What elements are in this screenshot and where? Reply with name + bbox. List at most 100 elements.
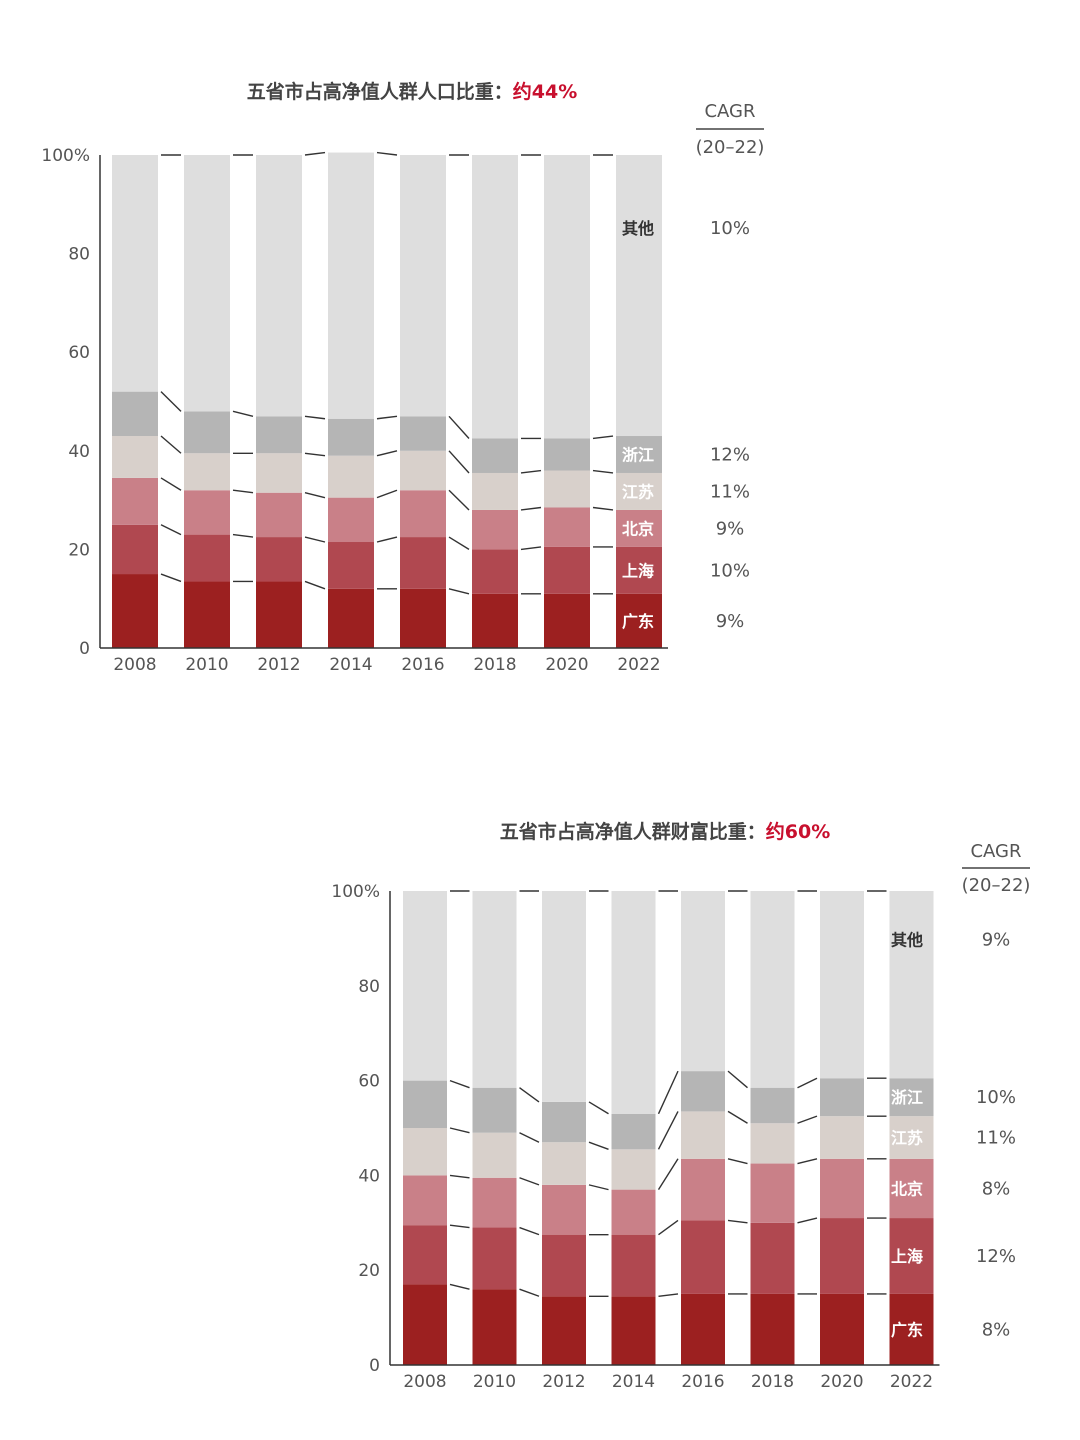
bar-segment: [750, 1222, 795, 1294]
y-tick-label: 20: [68, 540, 90, 560]
cagr-value: 12%: [976, 1246, 1016, 1267]
bar-segment: [611, 1234, 656, 1297]
x-tick-label: 2014: [612, 1372, 655, 1392]
y-tick-label: 60: [68, 343, 90, 363]
segment-connector: [592, 506, 614, 511]
bar-segment: [544, 507, 590, 547]
bar-segment: [472, 1227, 517, 1290]
bar-segment: [616, 593, 662, 648]
y-tick-label: 100%: [331, 882, 380, 902]
segment-connector: [592, 435, 614, 440]
segment-label: 北京: [891, 1179, 923, 1198]
segment-connector: [232, 533, 254, 538]
bar-segment: [750, 891, 795, 1088]
bar-segment: [328, 455, 374, 498]
bar-segment: [681, 1111, 725, 1159]
x-tick-label: 2014: [329, 655, 372, 675]
x-tick-label: 2016: [401, 655, 444, 675]
bar-segment: [542, 1234, 586, 1297]
bar-segment: [184, 155, 230, 412]
x-tick-label: 2016: [681, 1372, 724, 1392]
bar-segment: [328, 152, 374, 419]
bar-segment: [256, 492, 302, 538]
cagr-value: 10%: [710, 560, 750, 581]
bar-segment: [403, 891, 447, 1081]
cagr-period: (20–22): [696, 137, 765, 158]
segment-connector: [797, 1158, 818, 1165]
cagr-value: 9%: [982, 930, 1011, 951]
bar-segment: [472, 472, 518, 510]
segment-connector: [797, 1217, 818, 1224]
chart-title-main: 五省市占高净值人群人口比重：: [247, 80, 513, 103]
segment-connector: [519, 1132, 540, 1143]
bar-segment: [616, 472, 662, 510]
bar-segment: [403, 1225, 447, 1285]
segment-connector: [304, 415, 326, 420]
segment-label: 上海: [622, 561, 654, 580]
bar-segment: [112, 391, 158, 437]
segment-connector: [520, 469, 542, 474]
segment-connector: [520, 546, 542, 551]
bar-segment: [750, 1087, 795, 1124]
cagr-value: 9%: [716, 611, 745, 632]
segment-connector: [160, 435, 182, 454]
bar-segment: [820, 1158, 864, 1219]
bar-segment: [403, 1284, 447, 1365]
segment-connector: [658, 1219, 679, 1236]
bar-segment: [403, 1175, 447, 1226]
bar-segment: [889, 1158, 934, 1219]
segment-label: 北京: [622, 519, 654, 538]
segment-label: 浙江: [622, 445, 654, 464]
x-tick-label: 2018: [473, 655, 516, 675]
segment-label: 广东: [891, 1320, 923, 1339]
bar-segment: [400, 490, 446, 538]
y-tick-label: 80: [358, 977, 380, 997]
x-tick-label: 2012: [257, 655, 300, 675]
x-tick-label: 2012: [542, 1372, 585, 1392]
segment-connector: [727, 1070, 748, 1089]
x-tick-label: 2008: [113, 655, 156, 675]
bar-segment: [184, 534, 230, 582]
x-tick-label: 2008: [403, 1372, 446, 1392]
segment-connector: [232, 410, 254, 417]
chart-title-main: 五省市占高净值人群财富比重：: [500, 820, 766, 843]
bar-segment: [184, 453, 230, 491]
wealth-share-chart: 五省市占高净值人群财富比重：约60% CAGR (20–22) 0 20 40 60 80 10…: [331, 820, 1030, 1392]
segment-connector: [448, 450, 470, 474]
bar-segment: [112, 155, 158, 392]
segment-connector: [727, 1158, 748, 1165]
bar-segment: [889, 1293, 934, 1365]
x-tick-label: 2022: [890, 1372, 933, 1392]
segment-connector: [449, 1224, 470, 1229]
bar-segment: [889, 1116, 934, 1159]
x-tick-label: 2020: [545, 655, 588, 675]
bar-segment: [256, 155, 302, 417]
y-tick-label: 60: [358, 1072, 380, 1092]
cagr-value: 8%: [982, 1319, 1011, 1340]
bar-segment: [256, 453, 302, 493]
bar-segment: [544, 155, 590, 439]
segment-connector: [588, 1101, 609, 1115]
x-tick-label: 2010: [473, 1372, 516, 1392]
segment-connector: [448, 415, 470, 439]
chart-title-highlight: 约60%: [766, 820, 830, 843]
bar-segment: [472, 593, 518, 648]
bar-segment: [750, 1293, 795, 1365]
bar-segment: [542, 891, 586, 1102]
bar-segment: [400, 155, 446, 417]
bar-segment: [820, 1293, 864, 1365]
segment-connector: [160, 391, 182, 412]
chart-title: 五省市占高净值人群人口比重：约44%: [247, 80, 578, 103]
segment-label: 上海: [891, 1247, 923, 1266]
bar-segment: [544, 470, 590, 508]
cagr-value: 8%: [982, 1178, 1011, 1199]
bar-segment: [889, 891, 934, 1079]
cagr-value: 10%: [710, 218, 750, 239]
bar-segment: [112, 524, 158, 575]
segment-connector: [376, 450, 398, 457]
bar-segment: [681, 1158, 725, 1221]
bar-segment: [256, 581, 302, 648]
y-tick-label: 100%: [41, 146, 90, 166]
bar-segment: [112, 477, 158, 525]
